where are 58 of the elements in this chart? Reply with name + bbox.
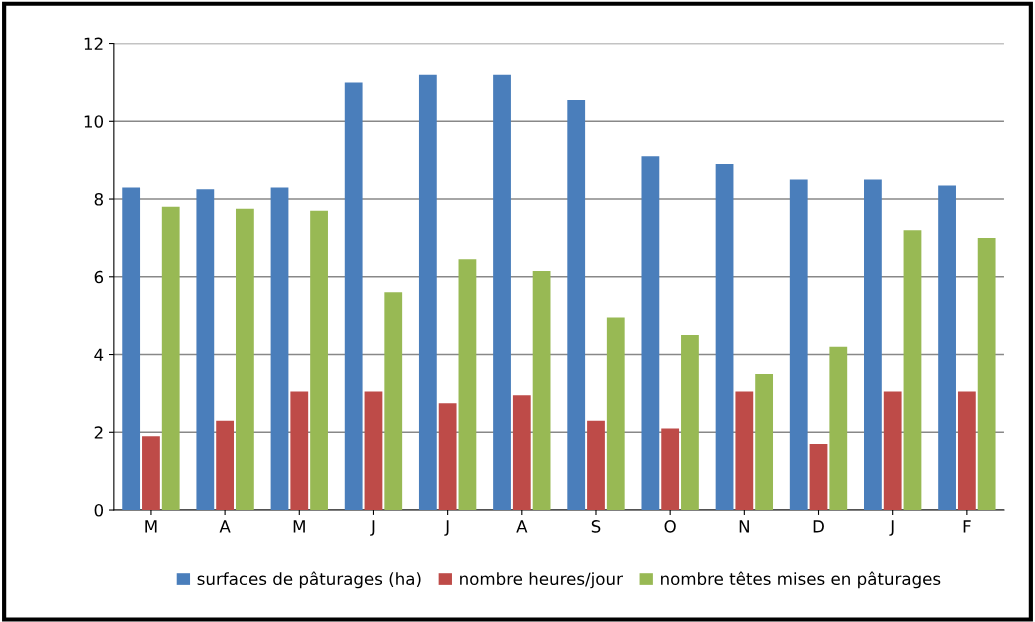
legend-label: surfaces de pâturages (ha) — [197, 571, 421, 589]
bar — [789, 179, 808, 511]
bar — [493, 74, 511, 511]
bar — [438, 403, 457, 511]
bar — [864, 179, 882, 511]
bar — [829, 346, 848, 511]
bar — [755, 373, 774, 511]
bar — [567, 99, 586, 511]
x-tick-label: M — [145, 520, 157, 533]
bar — [458, 259, 477, 511]
x-tick-label: J — [889, 520, 894, 536]
x-tick-label: F — [963, 520, 971, 533]
bar — [270, 187, 289, 511]
bar — [903, 230, 922, 511]
x-tick-label: J — [444, 520, 449, 536]
bar — [735, 391, 754, 511]
bar — [715, 164, 734, 511]
bar — [216, 420, 235, 511]
bar — [418, 74, 437, 511]
bar — [681, 335, 699, 511]
y-tick-label: 12 — [84, 37, 103, 50]
bar — [344, 82, 363, 511]
y-tick-label: 8 — [94, 193, 103, 206]
bar — [977, 237, 996, 511]
bar — [883, 391, 902, 511]
bar — [235, 208, 254, 511]
x-tick-label: D — [813, 520, 824, 533]
x-tick-label: J — [370, 520, 375, 536]
y-tick-label: 6 — [94, 270, 104, 284]
bar — [142, 436, 160, 511]
bar — [809, 443, 828, 511]
x-tick-label: A — [516, 520, 528, 533]
x-tick-label: A — [219, 520, 231, 533]
legend-label: nombre heures/jour — [460, 572, 623, 589]
bar — [161, 206, 180, 511]
x-tick-label: S — [591, 520, 601, 533]
y-tick-label: 0 — [94, 504, 104, 517]
x-tick-label: M — [293, 520, 305, 533]
bar — [606, 317, 625, 511]
bar — [512, 395, 531, 511]
y-tick-label: 10 — [84, 115, 104, 128]
bar — [641, 156, 660, 511]
legend-label: nombre têtes mises en pâturages — [661, 571, 941, 589]
bar — [290, 391, 309, 511]
bar — [310, 210, 328, 511]
y-tick-label: 4 — [94, 348, 104, 361]
bar — [384, 292, 403, 511]
bar — [938, 185, 956, 511]
y-tick-label: 2 — [94, 426, 103, 439]
bar — [957, 391, 976, 511]
bar — [122, 187, 141, 511]
bar — [196, 189, 215, 511]
x-tick-label: O — [664, 520, 676, 533]
bar — [364, 391, 383, 511]
bar — [587, 420, 605, 511]
bar — [661, 428, 680, 511]
bar — [532, 270, 551, 511]
x-tick-label: N — [739, 520, 749, 533]
